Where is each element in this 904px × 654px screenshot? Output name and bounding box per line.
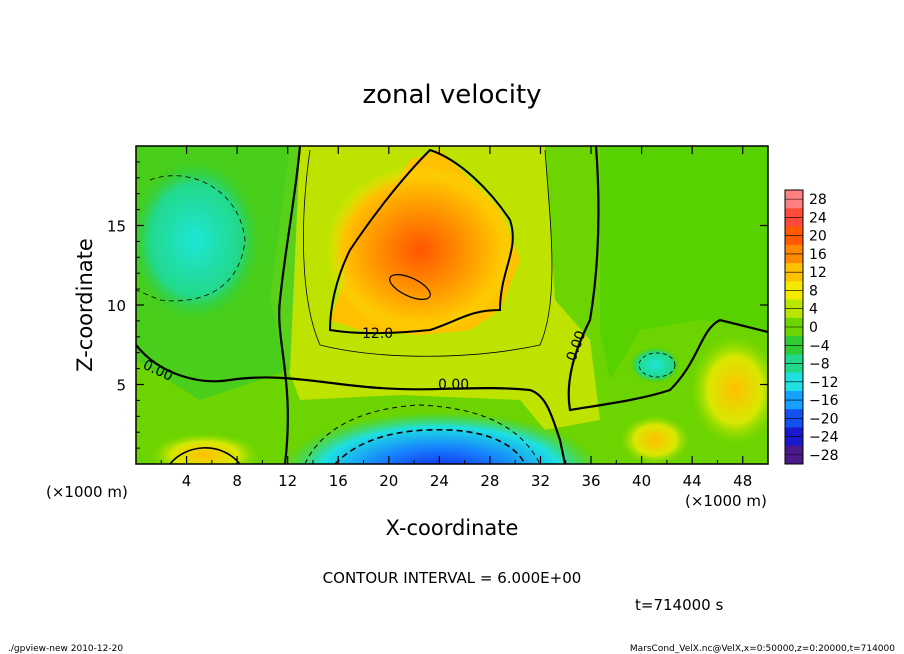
contour-six-bottomleft	[169, 447, 241, 464]
y-tick-label: 5	[116, 377, 126, 395]
x-axis-label: X-coordinate	[386, 516, 519, 540]
y-tick-label: 10	[107, 297, 126, 315]
field-cyan-right	[630, 347, 680, 383]
x-tick-label: 20	[379, 472, 398, 490]
colorbar-tick-label: −16	[809, 393, 839, 409]
x-tick-label: 24	[430, 472, 449, 490]
colorbar-tick-label: 24	[809, 210, 827, 226]
colorbar-tick-label: −8	[809, 357, 830, 373]
x-tick-label: 36	[581, 472, 600, 490]
colorbar-tick-label: 0	[809, 320, 818, 336]
field-yellow-right	[690, 335, 768, 445]
colorbar-tick-label: −20	[809, 411, 839, 427]
field-cyan-blob	[136, 160, 260, 320]
footer-left: ./gpview-new 2010-12-20	[8, 644, 123, 654]
y-axis-ticks: 5 10 15	[107, 161, 768, 449]
field-red-core	[325, 165, 515, 335]
contour-twelve	[328, 148, 514, 335]
x-tick-label: 12	[278, 472, 297, 490]
colorbar-tick-label: −4	[809, 338, 830, 354]
contour-zero-left	[136, 344, 567, 464]
y-axis-label: Z-coordinate	[73, 238, 97, 372]
field-yellow-bottomright	[620, 415, 690, 464]
colorbar-tick-label: −28	[809, 448, 839, 464]
x-tick-label: 8	[232, 472, 242, 490]
x-tick-label: 48	[733, 472, 752, 490]
contour-interval-text: CONTOUR INTERVAL = 6.000E+00	[323, 569, 582, 587]
contour-zero-right	[567, 146, 768, 412]
y-tick-label: 15	[107, 218, 126, 236]
x-tick-label: 32	[531, 472, 550, 490]
x-tick-label: 40	[632, 472, 651, 490]
contour-neg-six-bottom	[304, 404, 541, 464]
x-axis-ticks: 4 8 12 16 20 24 28 32 36 40 44 48	[160, 146, 752, 490]
footer-right: MarsCond_VelX.nc@VelX,x=0:50000,z=0:2000…	[630, 644, 895, 654]
x-tick-label: 16	[329, 472, 348, 490]
chart-title: zonal velocity	[362, 80, 541, 110]
contour-neg-six-left	[136, 175, 246, 302]
x-tick-label: 28	[480, 472, 499, 490]
contour-label-twelve: 12.0	[362, 326, 393, 342]
x-unit-label-right: (×1000 m)	[685, 492, 767, 510]
field-yellow-bottomleft	[150, 433, 260, 464]
x-tick-label: 4	[182, 472, 192, 490]
colorbar-tick-label: −12	[809, 375, 839, 391]
colorbar-tick-label: 4	[809, 302, 818, 318]
contour-six	[303, 149, 553, 357]
colorbar-tick-label: −24	[809, 430, 839, 446]
contour-label-zero-bottom: 0.00	[438, 377, 469, 393]
x-unit-label-left: (×1000 m)	[46, 483, 128, 501]
colorbar-tick-label: 16	[809, 247, 827, 263]
colorbar: 28 24 20 16 12 8 4 0 −4 −8 −12 −16 −20 −24 −28	[784, 189, 839, 465]
colorbar-tick-label: 12	[809, 265, 827, 281]
colorbar-tick-label: 20	[809, 229, 827, 245]
contour-neg-right	[638, 352, 676, 378]
contour-zero-mid	[278, 146, 302, 464]
contour-neg-twelve-bottom	[334, 428, 526, 464]
x-tick-label: 44	[683, 472, 702, 490]
colorbar-tick-label: 8	[809, 283, 818, 299]
time-text: t=714000 s	[635, 596, 723, 614]
plot-field	[136, 146, 768, 464]
contour-core	[389, 274, 431, 300]
colorbar-tick-label: 28	[809, 192, 827, 208]
